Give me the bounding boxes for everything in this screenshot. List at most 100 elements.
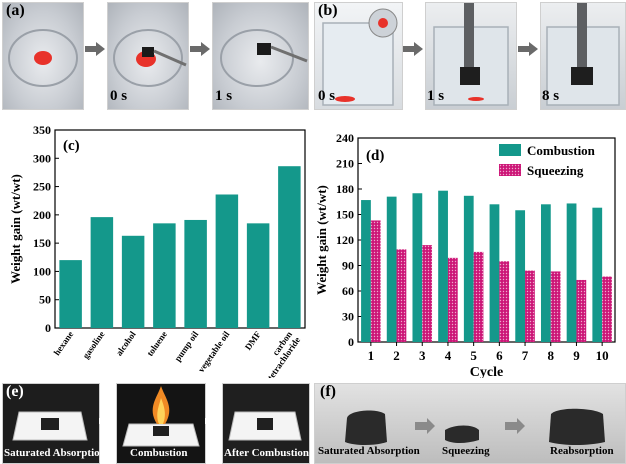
y-tick-label: 30 [342,310,354,324]
x-tick-label-group: DMF [243,329,263,352]
caption-e-combustion: Combustion [130,447,188,459]
caption-f-squeezing: Squeezing [442,445,490,457]
y-tick-label: 90 [342,259,354,273]
x-tick-label: 10 [596,348,609,363]
legend-swatch [499,164,521,176]
bar-combustion [361,200,371,342]
x-tick-label: 7 [522,348,529,363]
panel-b: 0 s 1 s 8 s (b) [310,0,626,112]
y-tick-label: 300 [33,151,51,165]
photo-f [314,383,626,464]
bar-squeezing [550,271,561,342]
x-axis-label: Cycle [470,365,503,378]
x-tick-label-group: toluene [145,329,169,358]
bar [215,194,239,328]
legend-label: Squeezing [527,163,584,178]
plot-frame [54,129,306,329]
legend-swatch [499,144,521,156]
panel-label-f: (f) [320,383,336,400]
arrow-right-icon [403,42,423,61]
x-tick-label: 9 [573,348,580,363]
y-axis-label: Weight gain (wt/wt) [314,185,329,295]
photo-b-1 [314,2,403,110]
tray-e2 [122,386,200,447]
panel-label-c: (c) [63,138,80,154]
arrow-right-icon [190,42,210,61]
panel-label-a: (a) [6,2,25,19]
bar-combustion [489,204,500,342]
caption-f-reabsorption: Reabsorption [550,445,614,457]
bar-combustion [463,195,474,342]
bar-combustion [386,196,397,342]
time-label-b-8s: 8 s [542,88,560,104]
bar [278,166,301,328]
panel-a: 0 s 1 s (a) [0,0,310,112]
x-tick-label: carbontetrachloride [257,329,302,378]
bar [246,223,270,328]
caption-e-after: After Combustion [224,447,310,459]
x-tick-label: hexane [52,329,76,357]
legend-label: Combustion [527,143,596,158]
photo-a-1 [2,2,84,110]
bar-combustion [540,204,551,342]
chart-d: 0 30 60 90 120 150 180 210 240 1 2 3 4 5 6 7 8 9 10 Cycle We… [314,131,616,378]
x-tick-label: 4 [445,348,452,363]
y-tick-label: 250 [33,180,51,194]
bar-combustion [438,190,448,342]
bar [121,235,145,328]
bar [90,217,114,328]
bar [153,223,176,328]
time-label-a-0s: 0 s [110,88,128,104]
x-tick-label: gasoline [81,329,107,360]
photo-a-3 [212,2,309,110]
x-tick-label-group: gasoline [81,329,107,360]
x-tick-label: pump oil [172,329,200,363]
petri-dish-a2 [113,29,187,87]
y-tick-label: 200 [33,208,51,222]
arrow-right-icon [518,42,538,61]
bar-squeezing [396,249,407,342]
caption-f-saturated: Saturated Absorption [318,445,420,457]
photo-b-3 [540,2,626,110]
time-label-b-1s: 1 s [427,88,445,104]
arrow-right-icon [205,414,221,432]
y-axis-label: Weight gain (wt/wt) [8,174,23,284]
x-tick-label-group: alcohol [114,329,138,358]
chart-c: 0 50 100 150 200 250 300 350 hexane gasoline alcoh… [8,123,306,378]
y-tick-label: 60 [342,284,354,298]
bar-squeezing [473,251,484,342]
beaker-b1 [322,8,398,106]
sponge-sequence-f [345,408,605,445]
y-tick-label: 120 [336,233,354,247]
x-tick-label: DMF [243,329,263,352]
y-tick-label: 50 [39,293,51,307]
arrow-right-icon [99,414,115,432]
y-tick-label: 100 [33,264,51,278]
tray-e1 [12,411,88,441]
x-tick-label-group: vegetable oil [196,329,232,374]
petri-dish-a3 [220,29,308,87]
x-tick-label: 8 [548,348,555,363]
bar-squeezing [447,257,458,342]
x-tick-label: toluene [145,329,169,358]
y-tick-label: 180 [336,182,354,196]
x-tick-label-group: hexane [52,329,76,357]
x-tick-label-group: pump oil [172,329,200,363]
photo-e-2 [116,383,206,464]
bar-squeezing [370,220,381,342]
bar-combustion [566,203,577,342]
x-tick-label: 3 [419,348,426,363]
x-tick-label: 5 [470,348,477,363]
y-tick-label: 150 [336,208,354,222]
bar-squeezing [422,245,433,342]
y-tick-label: 240 [336,131,354,145]
beaker-b2 [433,3,509,106]
panel-label-b: (b) [318,2,338,19]
y-tick-label: 0 [45,321,51,335]
photo-a-2 [107,2,189,110]
bar-squeezing [602,276,612,342]
photo-b-2 [425,2,517,110]
bar-squeezing [499,261,510,342]
petri-dish-a1 [8,29,78,87]
time-label-a-1s: 1 s [215,88,233,104]
